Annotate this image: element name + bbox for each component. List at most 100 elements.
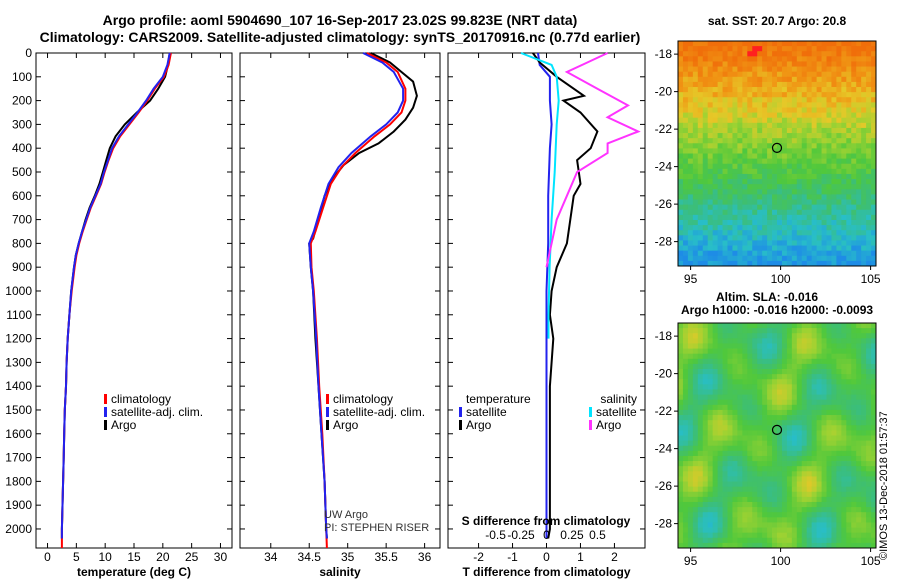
sla_map-cell	[816, 455, 822, 462]
sst_map-cell	[856, 127, 862, 134]
sla_map-cell	[697, 425, 704, 431]
sla_map-cell	[742, 379, 748, 385]
sla_map-cell	[866, 394, 872, 401]
sla_map-cell	[767, 399, 773, 406]
sst_map-cell	[871, 56, 877, 62]
sst_map-cell	[831, 148, 837, 154]
sst_map-cell	[781, 66, 788, 73]
sst_map-cell	[687, 133, 694, 139]
sst_map-cell	[866, 163, 872, 170]
sla_map-cell	[707, 440, 714, 447]
sst_map-cell	[851, 163, 857, 170]
sst_map-cell	[747, 194, 753, 200]
sla_map-cell	[816, 491, 822, 498]
sla_map-cell	[871, 517, 877, 523]
sla_map-cell	[871, 399, 877, 406]
sla_map-cell	[791, 486, 798, 493]
sst_map-cell	[772, 117, 778, 124]
sla_map-cell	[786, 496, 793, 503]
sla_map-cell	[801, 430, 808, 436]
sst_map-cell	[702, 230, 709, 236]
sla_map-cell	[856, 343, 862, 349]
sst_map-cell	[836, 117, 842, 124]
sla_map-cell	[856, 491, 862, 498]
sst_map-cell	[682, 143, 689, 149]
sst_map-cell	[831, 138, 837, 144]
sla_map-cell	[752, 435, 758, 442]
sla_map-cell	[777, 409, 783, 416]
sla_map-cell	[791, 542, 798, 549]
sla_map-cell	[777, 517, 783, 523]
sst_map-cell	[851, 168, 857, 175]
sst_map-cell	[742, 179, 748, 185]
sst_map-cell	[767, 255, 773, 262]
sst_map-cell	[821, 184, 827, 190]
sla_map-cell	[811, 394, 817, 401]
sla_map-cell	[866, 542, 872, 549]
sst_map-cell	[806, 153, 813, 160]
sst_map-cell	[831, 250, 837, 257]
sla_map-cell	[841, 512, 847, 518]
sla_map-cell	[692, 363, 699, 370]
sla_map-cell	[821, 415, 827, 421]
sla_map-cell	[727, 323, 733, 329]
sla_map-cell	[717, 527, 723, 534]
sst_map-cell	[702, 163, 709, 170]
sla_map-cell	[772, 384, 778, 390]
sla_map-cell	[786, 440, 793, 447]
sst_map-cell	[846, 225, 852, 231]
sla_map-cell	[786, 420, 793, 426]
sst_map-cell	[831, 189, 837, 195]
sst_map-cell	[851, 184, 857, 190]
sla_map-cell	[786, 486, 793, 493]
sst_map-cell	[692, 214, 699, 221]
sst_map-cell	[831, 168, 837, 175]
sla_map-cell	[757, 486, 763, 493]
sst_map-cell	[846, 102, 852, 108]
sla_map-cell	[821, 399, 827, 406]
sla_map-cell	[717, 522, 723, 528]
sst_map-cell	[831, 240, 837, 246]
sla_map-cell	[861, 491, 867, 498]
sst_map-cell	[767, 219, 773, 226]
sst_map-cell	[801, 235, 808, 241]
sst_map-cell	[811, 76, 817, 83]
depth-tick-label: 0	[25, 46, 32, 60]
sla_map-cell	[678, 542, 684, 549]
sla_map-cell	[732, 420, 738, 426]
sla_map-cell	[772, 542, 778, 549]
sst_map-cell	[821, 204, 827, 211]
sla_map-cell	[821, 481, 827, 488]
sst_map-cell	[861, 168, 867, 175]
sla_map-cell	[786, 415, 793, 421]
sst_map-cell	[786, 133, 793, 139]
sla_map-cell	[692, 440, 699, 447]
sla_map-cell	[801, 338, 808, 344]
sla_map-cell	[722, 512, 728, 518]
sst_map-cell	[846, 61, 852, 67]
sla_map-cell	[692, 532, 699, 539]
sla_map-cell	[717, 358, 723, 365]
sst_map-cell	[707, 143, 714, 149]
sst_map-cell	[816, 112, 822, 119]
sst_map-cell	[801, 87, 808, 93]
sst_map-cell	[856, 260, 862, 267]
sla_map-cell	[767, 333, 773, 339]
sla_map-cell	[692, 455, 699, 462]
sst_map-cell	[791, 46, 798, 52]
temperature-xtick-label: 5	[73, 550, 80, 564]
sla_map-cell	[791, 496, 798, 503]
sla_map-cell	[747, 461, 753, 467]
sst_map-cell	[678, 127, 684, 134]
sst_map-cell	[767, 240, 773, 246]
sla_map-cell	[786, 435, 793, 442]
sla_map-cell	[742, 409, 748, 416]
sla_map-cell	[697, 527, 704, 534]
sst_map-cell	[682, 102, 689, 108]
sla_map-cell	[811, 481, 817, 488]
sla_map-cell	[682, 420, 689, 426]
sst_map-cell	[767, 184, 773, 190]
sst_map-cell	[811, 112, 817, 119]
sla_map-cell	[702, 389, 709, 395]
sst_map-cell	[757, 76, 763, 83]
